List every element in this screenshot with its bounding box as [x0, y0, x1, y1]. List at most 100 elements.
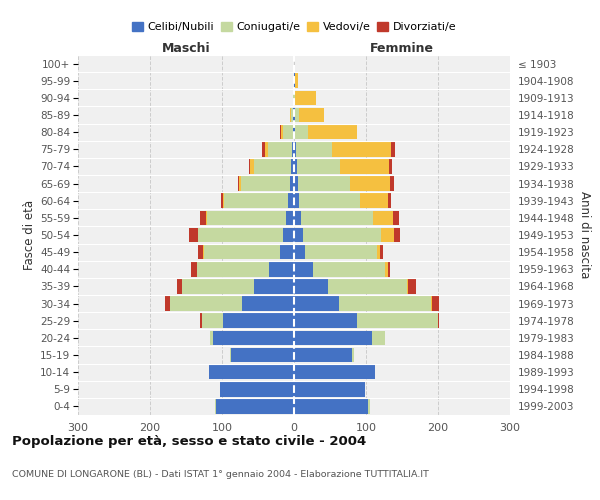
Bar	[293, 108, 294, 122]
Bar	[373, 210, 394, 225]
Bar	[352, 348, 354, 362]
Bar	[388, 194, 391, 208]
Bar	[203, 245, 204, 260]
Bar	[254, 279, 294, 293]
Bar	[295, 74, 298, 88]
Bar	[295, 108, 299, 122]
Bar	[220, 382, 294, 396]
Bar	[328, 279, 407, 293]
Bar	[296, 142, 332, 156]
Bar	[239, 176, 241, 191]
Bar	[291, 159, 294, 174]
Bar	[301, 210, 373, 225]
Bar	[210, 330, 214, 345]
Bar	[294, 245, 305, 260]
Bar	[390, 176, 394, 191]
Bar	[287, 194, 294, 208]
Bar	[381, 228, 394, 242]
Bar	[230, 348, 294, 362]
Bar	[241, 176, 290, 191]
Bar	[197, 245, 203, 260]
Bar	[198, 228, 283, 242]
Bar	[294, 194, 299, 208]
Bar	[202, 314, 223, 328]
Bar	[294, 142, 296, 156]
Bar	[294, 228, 304, 242]
Bar	[292, 142, 294, 156]
Bar	[304, 228, 381, 242]
Text: Femmine: Femmine	[370, 42, 434, 55]
Bar	[298, 176, 350, 191]
Bar	[294, 296, 338, 311]
Bar	[294, 348, 352, 362]
Bar	[200, 314, 202, 328]
Bar	[248, 159, 250, 174]
Bar	[242, 296, 294, 311]
Bar	[290, 176, 294, 191]
Bar	[265, 142, 268, 156]
Bar	[294, 330, 372, 345]
Bar	[238, 176, 239, 191]
Bar	[293, 90, 294, 105]
Legend: Celibi/Nubili, Coniugati/e, Vedovi/e, Divorziati/e: Celibi/Nubili, Coniugati/e, Vedovi/e, Di…	[127, 18, 461, 36]
Y-axis label: Fasce di età: Fasce di età	[23, 200, 36, 270]
Bar	[224, 194, 287, 208]
Bar	[340, 159, 389, 174]
Bar	[215, 399, 216, 413]
Bar	[269, 262, 294, 276]
Bar	[294, 382, 365, 396]
Bar	[291, 108, 293, 122]
Bar	[409, 279, 416, 293]
Bar	[197, 228, 198, 242]
Bar	[294, 314, 358, 328]
Bar	[182, 279, 254, 293]
Bar	[438, 314, 439, 328]
Bar	[170, 296, 242, 311]
Bar	[294, 74, 295, 88]
Bar	[385, 262, 388, 276]
Bar	[294, 176, 298, 191]
Bar	[286, 210, 294, 225]
Bar	[268, 142, 292, 156]
Bar	[206, 210, 207, 225]
Bar	[299, 108, 324, 122]
Bar	[221, 194, 223, 208]
Bar	[391, 142, 395, 156]
Bar	[380, 245, 383, 260]
Bar	[372, 330, 385, 345]
Bar	[290, 108, 291, 122]
Bar	[223, 314, 294, 328]
Bar	[223, 194, 224, 208]
Bar	[297, 159, 340, 174]
Bar	[294, 279, 328, 293]
Bar	[293, 125, 294, 140]
Bar	[294, 108, 295, 122]
Bar	[388, 262, 391, 276]
Bar	[308, 125, 358, 140]
Bar	[358, 314, 438, 328]
Bar	[197, 262, 269, 276]
Bar	[283, 228, 294, 242]
Bar	[165, 296, 170, 311]
Bar	[394, 210, 399, 225]
Bar	[294, 262, 313, 276]
Bar	[191, 262, 197, 276]
Bar	[294, 210, 301, 225]
Bar	[250, 159, 254, 174]
Bar	[407, 279, 409, 293]
Bar	[295, 125, 308, 140]
Bar	[280, 125, 281, 140]
Bar	[262, 142, 265, 156]
Bar	[283, 125, 293, 140]
Bar	[313, 262, 385, 276]
Bar	[360, 194, 388, 208]
Bar	[294, 399, 368, 413]
Y-axis label: Anni di nascita: Anni di nascita	[578, 192, 591, 278]
Bar	[389, 159, 392, 174]
Bar	[214, 330, 294, 345]
Bar	[350, 176, 390, 191]
Bar	[207, 210, 286, 225]
Bar	[178, 279, 182, 293]
Bar	[299, 194, 360, 208]
Bar	[294, 365, 374, 380]
